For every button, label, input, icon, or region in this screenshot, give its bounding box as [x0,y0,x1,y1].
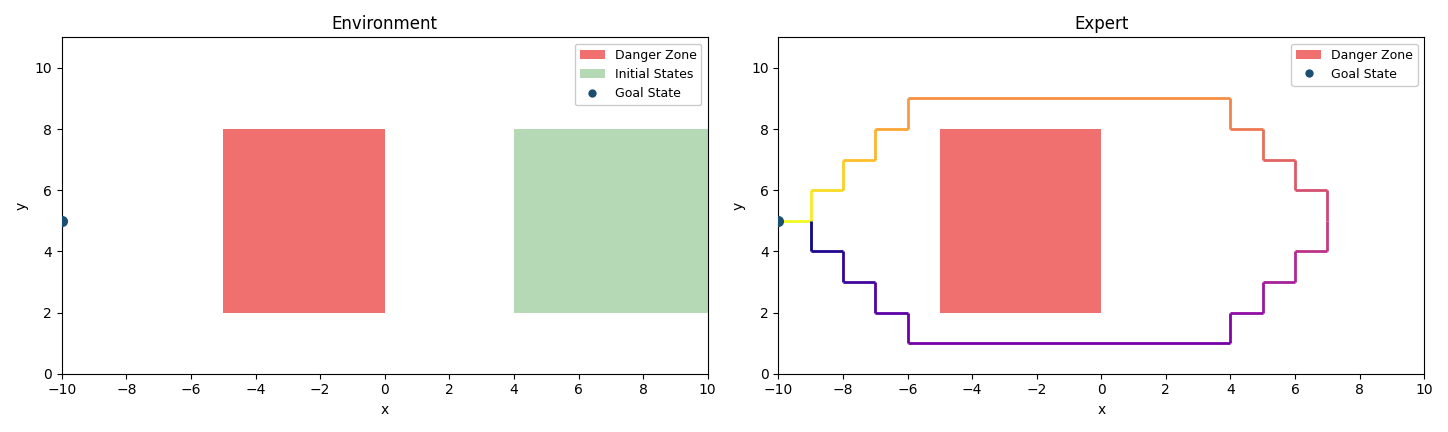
X-axis label: x: x [1098,403,1105,417]
X-axis label: x: x [381,403,390,417]
Y-axis label: y: y [14,201,29,210]
Y-axis label: y: y [731,201,746,210]
Legend: Danger Zone, Initial States, Goal State: Danger Zone, Initial States, Goal State [575,44,701,105]
Bar [940,129,1102,313]
Legend: Danger Zone, Goal State: Danger Zone, Goal State [1292,44,1418,86]
Bar [223,129,385,313]
Bar [514,129,708,313]
Title: Expert: Expert [1074,15,1128,33]
Title: Environment: Environment [332,15,437,33]
